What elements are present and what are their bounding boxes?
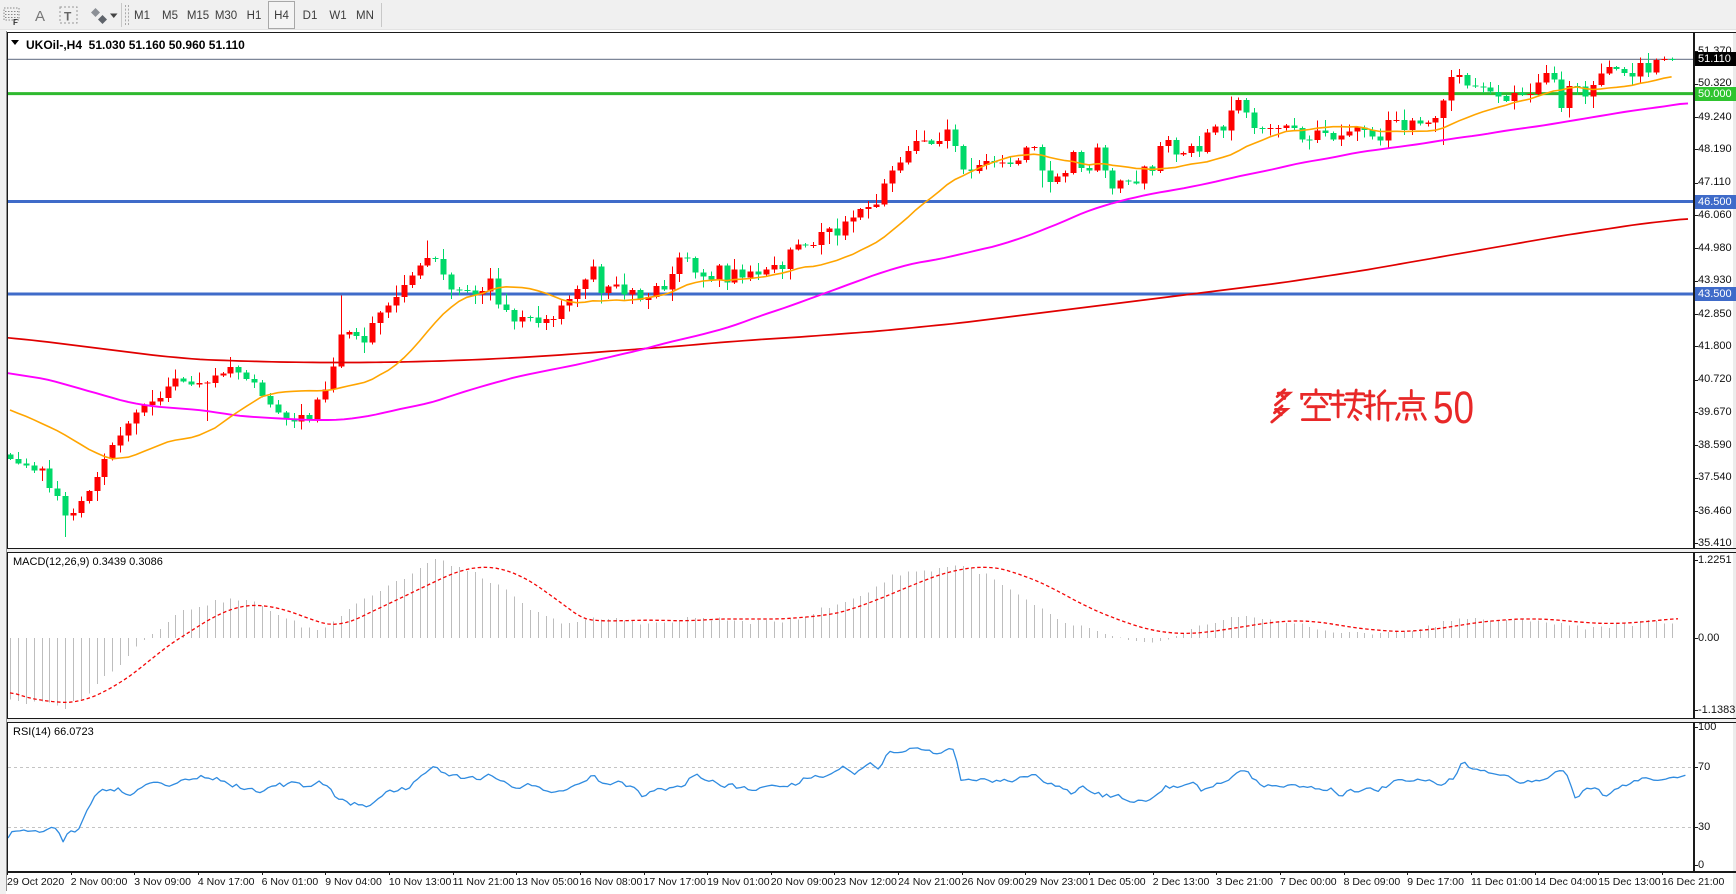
svg-text:W1: W1 [329, 10, 346, 22]
svg-text:F: F [13, 18, 18, 27]
svg-text:H4: H4 [274, 10, 289, 22]
svg-text:A: A [35, 8, 45, 25]
svg-text:M5: M5 [162, 10, 178, 22]
svg-text:MN: MN [356, 10, 374, 22]
svg-text:50: 50 [1433, 382, 1474, 433]
svg-text:M30: M30 [215, 10, 237, 22]
svg-text:M1: M1 [134, 10, 150, 22]
svg-text:H1: H1 [247, 10, 262, 22]
svg-text:T: T [64, 10, 72, 24]
svg-text:M15: M15 [187, 10, 209, 22]
svg-text:D1: D1 [303, 10, 318, 22]
